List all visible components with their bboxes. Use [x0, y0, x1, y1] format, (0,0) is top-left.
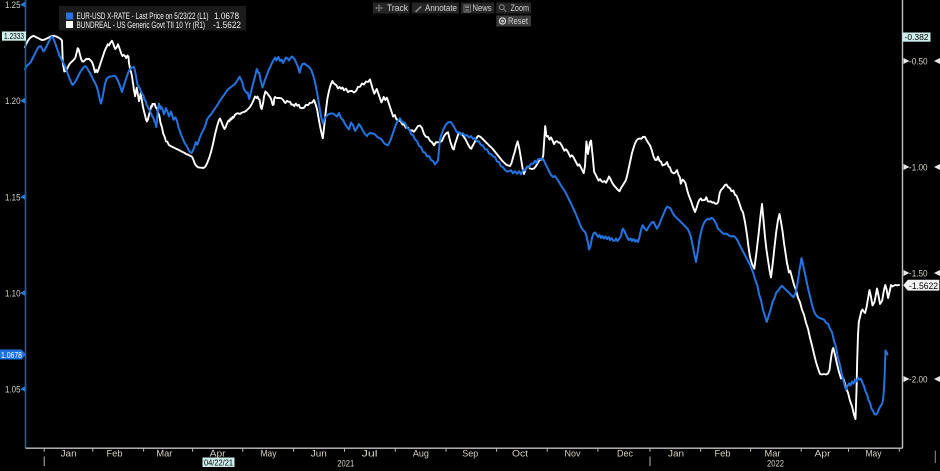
svg-text:-1.00: -1.00 — [909, 163, 928, 174]
svg-text:1.0678: 1.0678 — [214, 11, 239, 21]
svg-text:Mar: Mar — [765, 449, 781, 460]
svg-text:Jul: Jul — [362, 449, 378, 460]
svg-text:Nov: Nov — [565, 449, 581, 460]
svg-text:EUR-USD X-RATE - Last Price on: EUR-USD X-RATE - Last Price on 5/23/22 (… — [77, 11, 209, 21]
svg-text:Aug: Aug — [413, 449, 429, 460]
svg-text:Jan: Jan — [668, 449, 684, 460]
svg-text:-0.382: -0.382 — [905, 32, 929, 42]
svg-text:2021: 2021 — [337, 459, 354, 470]
svg-text:Jun: Jun — [311, 449, 327, 460]
svg-text:1.05: 1.05 — [5, 385, 21, 396]
svg-text:Dec: Dec — [617, 449, 633, 460]
svg-text:-1.50: -1.50 — [909, 269, 928, 280]
svg-text:-2.00: -2.00 — [909, 375, 928, 386]
svg-text:May: May — [261, 449, 277, 460]
svg-text:Jan: Jan — [61, 449, 77, 460]
svg-text:2022: 2022 — [767, 459, 784, 470]
svg-text:1.0678: 1.0678 — [1, 350, 22, 360]
svg-text:-1.5622: -1.5622 — [909, 281, 938, 291]
svg-text:Sep: Sep — [462, 449, 478, 460]
svg-text:Feb: Feb — [107, 449, 123, 460]
svg-text:-0.50: -0.50 — [909, 57, 928, 68]
svg-text:Mar: Mar — [156, 449, 172, 460]
svg-text:04/22/21: 04/22/21 — [204, 457, 233, 467]
svg-text:Apr: Apr — [210, 449, 226, 460]
svg-text:Track: Track — [387, 3, 408, 13]
svg-text:BUNDREAL - US Generic Govt TII: BUNDREAL - US Generic Govt TII 10 Yr (R1… — [77, 20, 206, 30]
svg-text:Reset: Reset — [508, 16, 528, 26]
svg-text:1.25: 1.25 — [5, 0, 21, 11]
svg-text:Zoom: Zoom — [511, 3, 530, 13]
svg-text:1.15: 1.15 — [5, 193, 21, 204]
svg-text:-1.5622: -1.5622 — [213, 20, 241, 30]
svg-text:1.20: 1.20 — [5, 96, 21, 107]
svg-text:News: News — [473, 3, 492, 13]
svg-text:Annotate: Annotate — [425, 3, 457, 13]
svg-text:May: May — [866, 449, 882, 460]
svg-text:Apr: Apr — [815, 449, 831, 460]
svg-text:Oct: Oct — [512, 449, 528, 460]
svg-text:1.10: 1.10 — [5, 289, 21, 300]
svg-text:Feb: Feb — [715, 449, 731, 460]
svg-text:1.2333: 1.2333 — [4, 31, 24, 41]
